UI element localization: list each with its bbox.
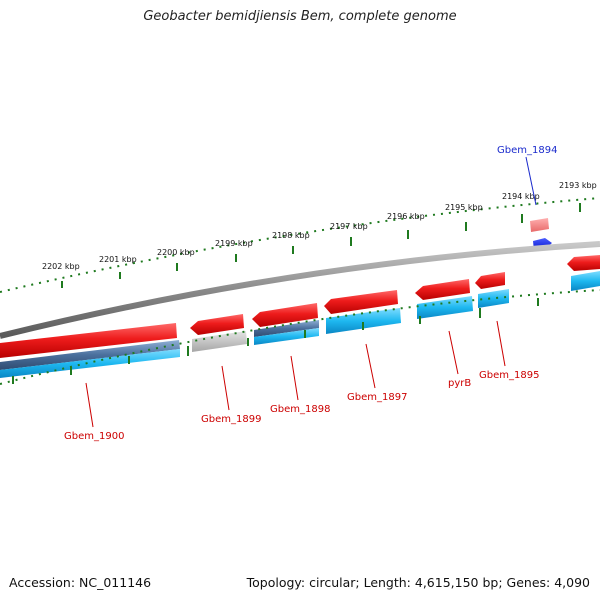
leader-pyrb [448, 330, 459, 375]
outer-ruler-dots [0, 197, 600, 293]
inner-ruler-major-ticks [12, 298, 539, 384]
leader-gbem-1900 [85, 382, 94, 428]
tick-label-2194: 2194 kbp [502, 192, 540, 201]
cds-gbem-1900-steel[interactable] [0, 340, 180, 370]
tick-label-2198: 2198 kbp [272, 231, 310, 240]
map-title: Geobacter bemidjiensis Bem, complete gen… [143, 9, 457, 24]
tick-label-2201: 2201 kbp [99, 255, 137, 264]
cds-gbem-1900[interactable] [0, 349, 180, 378]
gene-arrow-gbem-1898[interactable] [252, 303, 318, 327]
feature-gbem-1894-light[interactable] [530, 218, 549, 232]
tick-label-2195: 2195 kbp [445, 203, 483, 212]
cds-gbem-1897[interactable] [326, 308, 401, 334]
leader-gbem-1895 [496, 320, 506, 367]
cds-gbem-1899-gray[interactable] [192, 331, 247, 352]
cds-gbem-1898-steel[interactable] [254, 320, 319, 337]
gene-arrow-pyrb[interactable] [415, 279, 470, 300]
gene-arrow-partial-right[interactable] [567, 255, 600, 271]
cds-gbem-1898[interactable] [254, 328, 319, 345]
cds-pyrb[interactable] [417, 296, 473, 319]
outer-ruler-major-ticks [61, 203, 581, 288]
topology-text: Topology: circular; Length: 4,615,150 bp… [246, 575, 590, 590]
tick-label-2193: 2193 kbp [559, 181, 597, 190]
leader-gbem-1898 [290, 355, 299, 401]
gene-label-gbem-1900[interactable]: Gbem_1900 [64, 431, 124, 442]
gene-label-gbem-1895[interactable]: Gbem_1895 [479, 370, 539, 381]
gene-label-gbem-1897[interactable]: Gbem_1897 [347, 392, 407, 403]
tick-label-2196: 2196 kbp [387, 212, 425, 221]
gene-arrow-gbem-1899[interactable] [190, 314, 244, 335]
genome-backbone [0, 241, 600, 339]
gene-arrow-gbem-1900[interactable] [0, 323, 177, 358]
tick-label-2202: 2202 kbp [42, 262, 80, 271]
leader-gbem-1897 [365, 343, 376, 389]
leader-gbem-1894 [525, 156, 537, 206]
tick-label-2200: 2200 kbp [157, 248, 195, 257]
tick-label-2197: 2197 kbp [330, 222, 368, 231]
gene-label-pyrb[interactable]: pyrB [448, 378, 471, 389]
tick-label-2199: 2199 kbp [215, 239, 253, 248]
gene-arrow-gbem-1897[interactable] [324, 290, 398, 314]
gene-label-gbem-1898[interactable]: Gbem_1898 [270, 404, 330, 415]
gene-arrow-gbem-1895[interactable] [475, 272, 505, 289]
leader-gbem-1899 [221, 365, 230, 411]
cds-gbem-1895[interactable] [478, 289, 509, 308]
cds-partial-right[interactable] [571, 271, 600, 291]
gene-label-gbem-1894[interactable]: Gbem_1894 [497, 145, 557, 156]
gene-label-gbem-1899[interactable]: Gbem_1899 [201, 414, 261, 425]
accession-text: Accession: NC_011146 [9, 575, 152, 590]
